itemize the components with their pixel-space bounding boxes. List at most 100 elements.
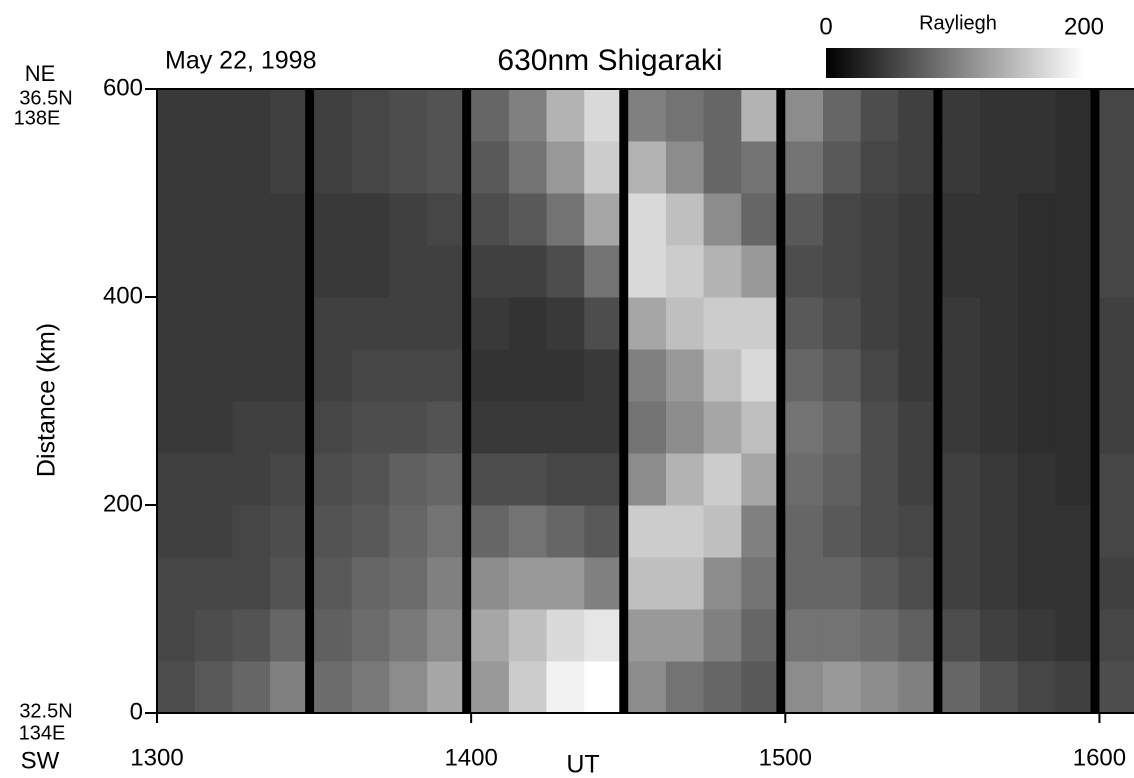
- heatmap-cell: [508, 349, 548, 402]
- heatmap-cell: [1017, 505, 1056, 558]
- heatmap-cell: [822, 193, 862, 246]
- heatmap-cell: [427, 557, 463, 610]
- corner-label: SW: [21, 747, 60, 774]
- heatmap-cell: [546, 245, 585, 298]
- heatmap-cell: [546, 297, 585, 350]
- heatmap-cell: [703, 661, 742, 714]
- y-axis-label: Distance (km): [33, 323, 61, 477]
- heatmap-cell: [389, 609, 428, 662]
- heatmap-cell: [785, 297, 824, 350]
- heatmap-cell: [942, 141, 981, 194]
- heatmap-cell: [785, 193, 824, 246]
- y-tick-label: 400: [103, 282, 143, 309]
- heatmap-cell: [157, 245, 196, 298]
- heatmap-cell: [628, 141, 667, 194]
- heatmap-cell: [741, 453, 777, 506]
- heatmap-cell: [351, 557, 390, 610]
- colorbar: [826, 48, 1084, 78]
- heatmap-cell: [628, 557, 667, 610]
- corner-label: 138E: [14, 107, 61, 129]
- heatmap-cell: [389, 297, 428, 350]
- heatmap-cell: [584, 245, 620, 298]
- heatmap-cell: [980, 401, 1019, 454]
- heatmap-cell: [427, 505, 463, 558]
- heatmap-cell: [741, 401, 777, 454]
- heatmap-cell: [232, 557, 271, 610]
- heatmap-cell: [584, 193, 620, 246]
- heatmap-cell: [194, 557, 233, 610]
- heatmap-cell: [389, 557, 428, 610]
- heatmap-cell: [427, 89, 463, 142]
- heatmap-cell: [785, 505, 824, 558]
- heatmap-cell: [157, 297, 196, 350]
- heatmap-cell: [427, 297, 463, 350]
- heatmap-cell: [389, 89, 428, 142]
- heatmap-cell: [546, 193, 585, 246]
- heatmap-cell: [157, 349, 196, 402]
- heatmap-cell: [270, 89, 306, 142]
- heatmap-cell: [898, 453, 934, 506]
- heatmap-cell: [628, 89, 667, 142]
- heatmap-cell: [628, 193, 667, 246]
- colorbar-tick-label: 200: [1064, 13, 1104, 40]
- heatmap-cell: [942, 661, 981, 714]
- heatmap-cell: [508, 141, 548, 194]
- heatmap-cell: [980, 193, 1019, 246]
- corner-label: 36.5N: [19, 87, 72, 109]
- heatmap-cell: [1099, 661, 1134, 714]
- heatmap-cell: [741, 245, 777, 298]
- heatmap-cell: [427, 401, 463, 454]
- heatmap-cell: [785, 609, 824, 662]
- heatmap-cell: [822, 245, 862, 298]
- heatmap-cell: [389, 349, 428, 402]
- heatmap-cell: [508, 401, 548, 454]
- heatmap-cell: [898, 89, 934, 142]
- heatmap-cell: [703, 557, 742, 610]
- heatmap-cell: [351, 245, 390, 298]
- heatmap-cell: [860, 661, 899, 714]
- heatmap-cell: [314, 557, 353, 610]
- heatmap-cell: [351, 505, 390, 558]
- heatmap-cell: [194, 297, 233, 350]
- heatmap-cell: [665, 505, 705, 558]
- heatmap-cell: [741, 557, 777, 610]
- heatmap-cell: [980, 297, 1019, 350]
- heatmap-cell: [942, 401, 981, 454]
- heatmap-cell: [427, 609, 463, 662]
- heatmap-cell: [584, 89, 620, 142]
- heatmap-cell: [898, 401, 934, 454]
- heatmap-cell: [314, 453, 353, 506]
- heatmap-cell: [1055, 141, 1091, 194]
- heatmap-cell: [665, 245, 705, 298]
- heatmap-cell: [427, 661, 463, 714]
- heatmap-cell: [314, 89, 353, 142]
- y-tick-label: 200: [103, 490, 143, 517]
- heatmap-cell: [741, 193, 777, 246]
- heatmap-cell: [942, 453, 981, 506]
- heatmap-cell: [1099, 505, 1134, 558]
- heatmap-cell: [628, 609, 667, 662]
- heatmap-cell: [194, 349, 233, 402]
- heatmap-cell: [942, 349, 981, 402]
- heatmap-cell: [508, 297, 548, 350]
- heatmap-cell: [389, 245, 428, 298]
- heatmap-cell: [785, 141, 824, 194]
- heatmap-cell: [194, 453, 233, 506]
- heatmap-cell: [194, 609, 233, 662]
- heatmap-cell: [314, 245, 353, 298]
- heatmap-cell: [584, 141, 620, 194]
- heatmap-cell: [314, 505, 353, 558]
- heatmap-cell: [1017, 245, 1056, 298]
- heatmap-cell: [157, 89, 196, 142]
- heatmap-cell: [471, 141, 510, 194]
- heatmap-cell: [980, 609, 1019, 662]
- heatmap-cell: [471, 89, 510, 142]
- heatmap-cell: [157, 453, 196, 506]
- heatmap-cell: [665, 453, 705, 506]
- heatmap-cell: [942, 609, 981, 662]
- heatmap-cell: [665, 661, 705, 714]
- heatmap-cell: [270, 349, 306, 402]
- heatmap-cell: [389, 401, 428, 454]
- heatmap-cell: [194, 193, 233, 246]
- heatmap-cell: [822, 401, 862, 454]
